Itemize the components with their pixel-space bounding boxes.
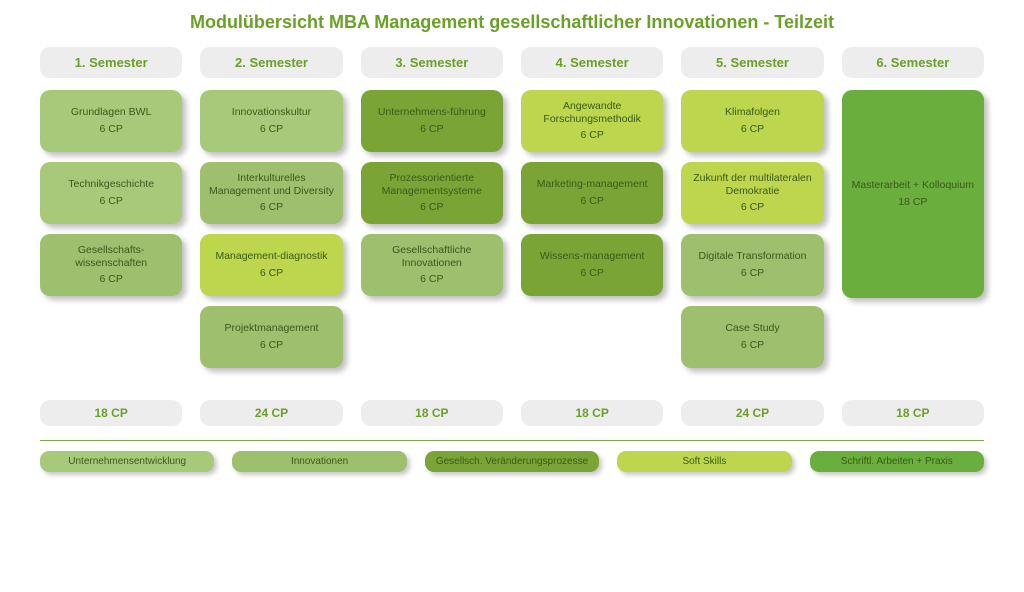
module-box: Prozessorientierte Managementsysteme 6 CP (361, 162, 503, 224)
module-box: Management-diagnostik 6 CP (200, 234, 342, 296)
module-name: Digitale Transformation (699, 250, 807, 263)
module-name: Zukunft der multilateralen Demokratie (687, 172, 817, 198)
module-box: Innovationskultur 6 CP (200, 90, 342, 152)
module-cp: 18 CP (898, 196, 927, 209)
module-box: Case Study 6 CP (681, 306, 823, 368)
module-box: Digitale Transformation 6 CP (681, 234, 823, 296)
module-cp: 6 CP (99, 123, 122, 136)
cp-total: 18 CP (361, 400, 503, 426)
divider (40, 440, 984, 441)
module-cp: 6 CP (580, 129, 603, 142)
cp-total: 24 CP (681, 400, 823, 426)
cp-total: 18 CP (842, 400, 984, 426)
module-name: Projektmanagement (225, 322, 319, 335)
module-cp: 6 CP (420, 273, 443, 286)
module-cp: 6 CP (260, 339, 283, 352)
semester-column: Angewandte Forschungsmethodik6 CPMarketi… (521, 90, 663, 386)
module-name: Innovationskultur (232, 106, 311, 119)
module-name: Prozessorientierte Managementsysteme (367, 172, 497, 198)
module-name: Management-diagnostik (215, 250, 327, 263)
cp-total: 18 CP (40, 400, 182, 426)
module-name: Technikgeschichte (68, 178, 154, 191)
module-name: Marketing-management (537, 178, 648, 191)
module-box: Projektmanagement 6 CP (200, 306, 342, 368)
module-name: Grundlagen BWL (71, 106, 152, 119)
module-cp: 6 CP (420, 201, 443, 214)
legend-item: Innovationen (232, 451, 406, 472)
cp-total-row: 18 CP 24 CP 18 CP 18 CP 24 CP 18 CP (40, 400, 984, 426)
module-cp: 6 CP (580, 267, 603, 280)
semester-column: Innovationskultur 6 CP Interkulturelles Ma… (200, 90, 342, 386)
module-name: Interkulturelles Management und Diversit… (206, 172, 336, 198)
module-box: Gesellschafts-wissenschaften 6 CP (40, 234, 182, 296)
module-box: Marketing-management 6 CP (521, 162, 663, 224)
module-box: Grundlagen BWL 6 CP (40, 90, 182, 152)
module-cp: 6 CP (99, 273, 122, 286)
legend-item: Schriftl. Arbeiten + Praxis (810, 451, 984, 472)
semester-header: 3. Semester (361, 47, 503, 78)
module-box: Wissens-management 6 CP (521, 234, 663, 296)
semester-header: 2. Semester (200, 47, 342, 78)
semester-header: 1. Semester (40, 47, 182, 78)
legend-item: Gesellsch. Veränderungsprozesse (425, 451, 599, 472)
module-cp: 6 CP (741, 339, 764, 352)
module-name: Angewandte Forschungsmethodik (527, 100, 657, 126)
module-box: Unternehmens-führung 6 CP (361, 90, 503, 152)
module-name: Gesellschafts-wissenschaften (46, 244, 176, 270)
cp-total: 18 CP (521, 400, 663, 426)
module-box: Masterarbeit + Kolloquium 18 CP (842, 90, 984, 298)
semester-header: 4. Semester (521, 47, 663, 78)
legend-item: Unternehmensentwicklung (40, 451, 214, 472)
module-cp: 6 CP (260, 123, 283, 136)
module-cp: 6 CP (260, 201, 283, 214)
module-overview-diagram: Modulübersicht MBA Management gesellscha… (0, 0, 1024, 480)
semester-column: Masterarbeit + Kolloquium 18 CP (842, 90, 984, 386)
module-box: Klimafolgen 6 CP (681, 90, 823, 152)
semester-column: Unternehmens-führung6 CPProzessorientier… (361, 90, 503, 386)
module-cp: 6 CP (260, 267, 283, 280)
module-cp: 6 CP (99, 195, 122, 208)
module-box: Zukunft der multilateralen Demokratie 6 C… (681, 162, 823, 224)
module-name: Klimafolgen (725, 106, 780, 119)
module-box: Technikgeschichte 6 CP (40, 162, 182, 224)
semester-header-row: 1. Semester 2. Semester 3. Semester 4. S… (40, 47, 984, 78)
legend-item: Soft Skills (617, 451, 791, 472)
module-columns: Grundlagen BWL6 CPTechnikgeschichte6 CPG… (40, 90, 984, 386)
module-cp: 6 CP (741, 267, 764, 280)
semester-header: 6. Semester (842, 47, 984, 78)
module-name: Wissens-management (540, 250, 644, 263)
page-title: Modulübersicht MBA Management gesellscha… (40, 12, 984, 33)
module-name: Case Study (725, 322, 779, 335)
module-box: Angewandte Forschungsmethodik 6 CP (521, 90, 663, 152)
module-cp: 6 CP (741, 123, 764, 136)
semester-column: Klimafolgen6 CPZukunft der multilaterale… (681, 90, 823, 386)
module-box: Gesellschaftliche Innovationen 6 CP (361, 234, 503, 296)
module-cp: 6 CP (420, 123, 443, 136)
module-box: Interkulturelles Management und Diversit… (200, 162, 342, 224)
module-name: Masterarbeit + Kolloquium (852, 179, 974, 192)
semester-column: Grundlagen BWL6 CPTechnikgeschichte6 CPG… (40, 90, 182, 386)
semester-header: 5. Semester (681, 47, 823, 78)
module-cp: 6 CP (580, 195, 603, 208)
module-name: Unternehmens-führung (378, 106, 486, 119)
cp-total: 24 CP (200, 400, 342, 426)
module-cp: 6 CP (741, 201, 764, 214)
module-name: Gesellschaftliche Innovationen (367, 244, 497, 270)
legend-row: Unternehmensentwicklung Innovationen Gesel… (40, 451, 984, 472)
